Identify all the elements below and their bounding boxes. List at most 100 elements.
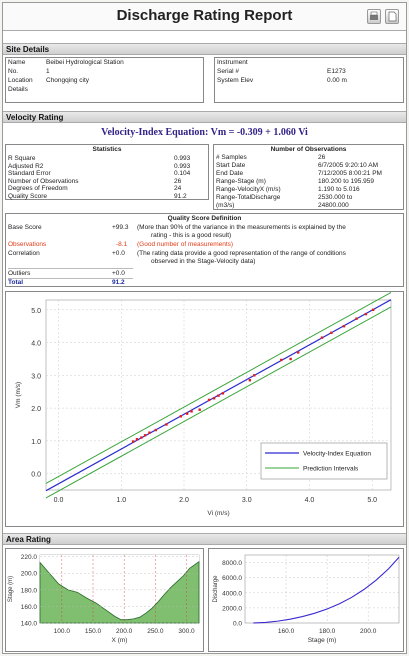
data-point — [296, 351, 300, 354]
y-tick-label: 0.0 — [31, 472, 41, 479]
data-point — [320, 336, 324, 339]
data-point — [198, 408, 201, 411]
obs-value: 24800.000 — [318, 202, 349, 209]
stat-label: Number of Observations — [8, 177, 79, 185]
observations-score-label: Observations — [8, 241, 47, 248]
y-tick-label: 4000.0 — [222, 590, 242, 597]
data-point — [179, 415, 183, 418]
y-tick-label: 200.0 — [21, 571, 38, 578]
stat-value: 0.993 — [174, 162, 191, 170]
data-point — [364, 312, 368, 316]
y-axis-label: Discharge — [213, 575, 219, 603]
obs-label: Range-Stage (m) — [216, 178, 266, 185]
stat-label: Degrees of Freedom — [8, 185, 68, 192]
legend-interval-label: Prediction Intervals — [303, 466, 359, 473]
obs-value: 1.190 to 5.016 — [318, 186, 360, 193]
data-point — [342, 325, 346, 328]
obs-label: End Date — [216, 170, 244, 177]
site-info-box: Name Beibei Hydrological Station No. 1 L… — [5, 57, 204, 103]
cross-section-chart: 140.0 160.0 180.0 200.0 220.0 100.0 150.0 200.0… — [8, 554, 200, 644]
correlation-value: +0.0 — [112, 250, 125, 257]
data-point — [330, 331, 333, 334]
data-point — [371, 308, 375, 312]
x-tick-label: 5.0 — [367, 497, 377, 504]
statistics-title: Statistics — [92, 146, 122, 153]
data-point — [289, 357, 292, 361]
base-score-desc-2: rating - this is a good result) — [151, 232, 232, 239]
observations-title: Number of Observations — [270, 146, 347, 153]
elev-label: System Elev — [217, 77, 254, 84]
observations-score-desc: (Good number of measurements) — [137, 241, 234, 248]
x-tick-label: 4.0 — [305, 497, 315, 504]
location-label: Location — [8, 77, 33, 84]
data-point — [165, 423, 168, 426]
correlation-desc-1: (The rating data provide a good represen… — [137, 250, 346, 257]
x-tick-label: 0.0 — [54, 497, 64, 504]
stat-value: 0.993 — [174, 155, 191, 162]
y-tick-label: 4.0 — [31, 341, 41, 348]
serial-value: E1273 — [327, 68, 346, 75]
stat-label: Standard Error — [8, 170, 51, 177]
x-tick-label: 150.0 — [85, 628, 102, 635]
x-tick-label: 160.0 — [278, 628, 295, 635]
velocity-index-chart: 0.0 1.0 2.0 3.0 4.0 5.0 0.0 1.0 2.0 3.0 4.0 5.0 Vi (… — [15, 292, 392, 517]
instrument-label: Instrument — [217, 59, 248, 66]
obs-label: (m3/s) — [216, 202, 235, 209]
x-tick-label: 200.0 — [116, 628, 133, 635]
data-point — [253, 374, 256, 377]
y-axis-label: Stage (m) — [8, 576, 14, 602]
cross-section-panel: 140.0 160.0 180.0 200.0 220.0 100.0 150.0 200.0… — [5, 548, 204, 652]
obs-label: Start Date — [216, 162, 246, 169]
site-details-heading: Site Details — [3, 43, 406, 55]
name-label: Name — [8, 59, 26, 66]
x-tick-label: 3.0 — [242, 497, 252, 504]
page-title: Discharge Rating Report — [116, 7, 293, 24]
water-area — [40, 555, 199, 620]
x-tick-label: 180.0 — [319, 628, 336, 635]
data-point — [190, 410, 193, 413]
y-tick-label: 140.0 — [21, 621, 38, 628]
data-point — [140, 436, 143, 439]
obs-value: 2530.000 to — [318, 194, 353, 201]
statistics-box: Statistics R Square 0.993 Adjusted R2 0.993… — [5, 144, 209, 200]
obs-label: # Samples — [216, 154, 247, 161]
legend-box — [260, 442, 388, 480]
total-label: Total — [8, 279, 24, 286]
export-icon[interactable] — [385, 9, 399, 24]
stat-label: Adjusted R2 — [8, 162, 44, 170]
y-tick-label: 220.0 — [21, 554, 38, 561]
x-tick-label: 100.0 — [54, 628, 71, 635]
x-tick-label: 200.0 — [360, 628, 377, 635]
stage-discharge-chart: 0.0 2000.0 4000.0 6000.0 8000.0 160.0 180.0 200… — [213, 554, 400, 644]
serial-label: Serial # — [217, 68, 240, 75]
data-point — [131, 440, 135, 443]
obs-label: Range-VelocityX (m/s) — [216, 186, 281, 193]
base-score-label: Base Score — [8, 224, 42, 231]
stat-value: 0.104 — [174, 170, 191, 177]
location-value: Chongqing city — [46, 77, 89, 84]
obs-label: Range-TotalDischarge — [216, 194, 281, 201]
obs-value: 26 — [318, 154, 326, 161]
total-value: 91.2 — [112, 279, 125, 286]
obs-value: 180.200 to 195.959 — [318, 178, 375, 185]
stat-value: 24 — [174, 185, 182, 192]
name-value: Beibei Hydrological Station — [46, 59, 124, 66]
quality-score-box: Quality Score Definition Base Score +99.… — [5, 213, 404, 287]
observations-box: Number of Observations # Samples 26 Start … — [213, 144, 404, 210]
y-axis-label: Vm (m/s) — [15, 382, 22, 408]
x-axis-label: Stage (m) — [308, 637, 337, 644]
base-score-desc-1: (More than 90% of the variance in the me… — [137, 224, 346, 231]
no-label: No. — [8, 68, 19, 75]
velocity-chart-panel: 0.0 1.0 2.0 3.0 4.0 5.0 0.0 1.0 2.0 3.0 4.0 5.0 Vi (… — [5, 291, 404, 527]
legend-fit-label: Velocity-Index Equation — [303, 451, 371, 458]
stat-value: 91.2 — [174, 192, 187, 200]
y-tick-label: 6000.0 — [222, 575, 242, 582]
y-tick-label: 1.0 — [31, 439, 41, 446]
data-point — [355, 317, 358, 320]
data-point — [185, 412, 189, 415]
elev-value: 0.00 m — [327, 77, 347, 84]
no-value: 1 — [46, 68, 50, 75]
print-icon[interactable] — [367, 9, 381, 24]
area-rating-heading: Area Rating — [3, 533, 406, 545]
